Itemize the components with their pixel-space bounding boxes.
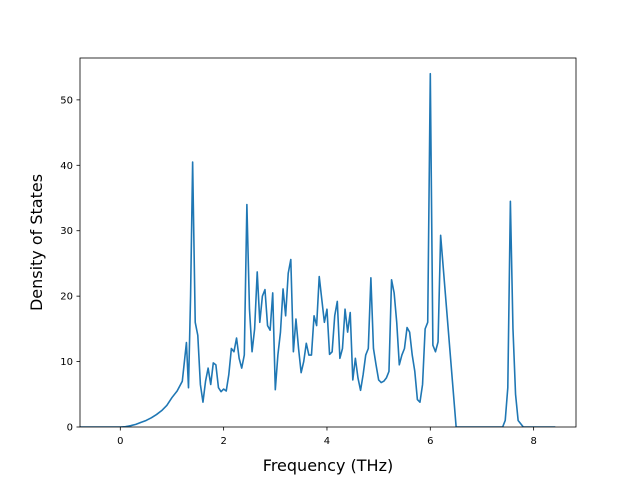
y-tick-label: 20 bbox=[60, 292, 73, 303]
x-tick-label: 8 bbox=[530, 436, 536, 447]
y-tick-label: 0 bbox=[67, 423, 73, 434]
plot-area bbox=[80, 72, 556, 427]
x-axis-label: Frequency (THz) bbox=[263, 456, 393, 475]
x-tick-label: 6 bbox=[427, 436, 433, 447]
y-tick-label: 50 bbox=[60, 95, 73, 106]
y-tick-label: 30 bbox=[60, 226, 73, 237]
y-tick-label: 10 bbox=[60, 357, 73, 368]
y-tick-label: 40 bbox=[60, 161, 73, 172]
x-tick-label: 4 bbox=[324, 436, 330, 447]
x-tick-label: 0 bbox=[117, 436, 123, 447]
x-tick-label: 2 bbox=[220, 436, 226, 447]
plot-frame bbox=[79, 57, 577, 428]
dos-series-line-0 bbox=[80, 72, 556, 427]
axis-ticks: 0 2 4 6 8 0 10 20 30 40 50 bbox=[60, 95, 537, 447]
y-axis-label: Density of States bbox=[27, 174, 46, 311]
